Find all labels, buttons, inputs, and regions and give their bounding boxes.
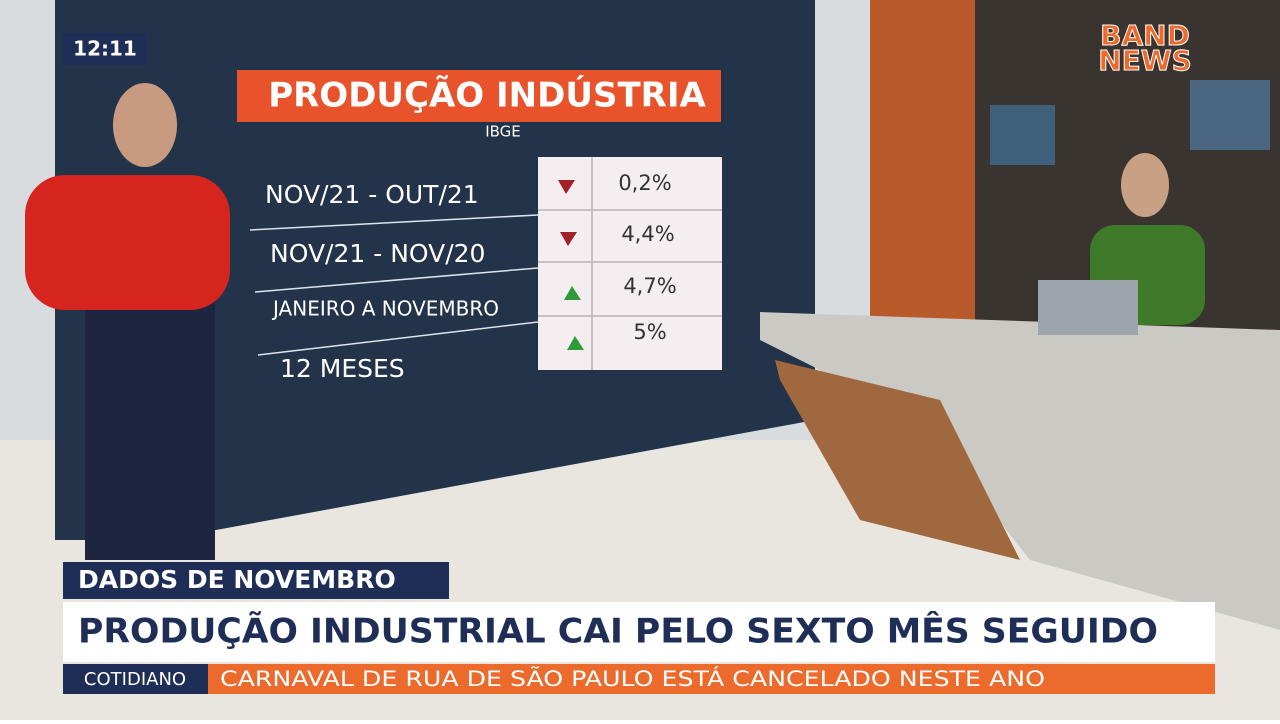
row-value: 4,7% (623, 274, 676, 298)
arrow-down (560, 232, 577, 246)
monitor (990, 105, 1055, 165)
arrow-down (558, 180, 575, 194)
logo: NEWS (1098, 44, 1192, 77)
row-label: NOV/21 - NOV/20 (270, 239, 485, 268)
row-dividers (249, 214, 539, 356)
presenter (113, 83, 177, 167)
row-label: NOV/21 - OUT/21 (265, 180, 479, 209)
headline-box (63, 602, 1215, 662)
clock-box (63, 33, 147, 65)
logo: BAND (1100, 19, 1190, 52)
row-label: JANEIRO A NOVEMBRO (271, 297, 499, 321)
video-wall (55, 0, 815, 540)
arrow-up (564, 286, 581, 300)
row-label: 12 MESES (280, 354, 405, 383)
row-value: 4,4% (621, 222, 674, 246)
board-source: IBGE (485, 123, 521, 141)
ticker-box (208, 664, 1215, 694)
desk-wood (775, 360, 1020, 560)
value-dividers (538, 157, 722, 370)
board-title-box (237, 70, 721, 122)
anchor (1121, 153, 1169, 217)
board-title: PRODUÇÃO INDÚSTRIA (268, 75, 706, 116)
tag: DADOS DE NOVEMBRO (78, 565, 396, 594)
laptop (1038, 280, 1138, 335)
presenter (85, 300, 215, 560)
ticker-section-box (63, 664, 208, 694)
ticker-section: COTIDIANO (84, 669, 186, 690)
row-value: 0,2% (618, 171, 671, 195)
clock: 12:11 (73, 37, 137, 61)
value-panel (538, 157, 722, 370)
presenter (25, 175, 230, 310)
row-value: 5% (633, 320, 666, 344)
headline: PRODUÇÃO INDUSTRIAL CAI PELO SEXTO MÊS S… (78, 611, 1158, 652)
monitor (1190, 80, 1270, 150)
ticker-text: CARNAVAL DE RUA DE SÃO PAULO ESTÁ CANCEL… (220, 665, 1045, 691)
arrow-up (567, 336, 584, 350)
wood-column (870, 0, 980, 330)
tag-box (63, 562, 449, 599)
